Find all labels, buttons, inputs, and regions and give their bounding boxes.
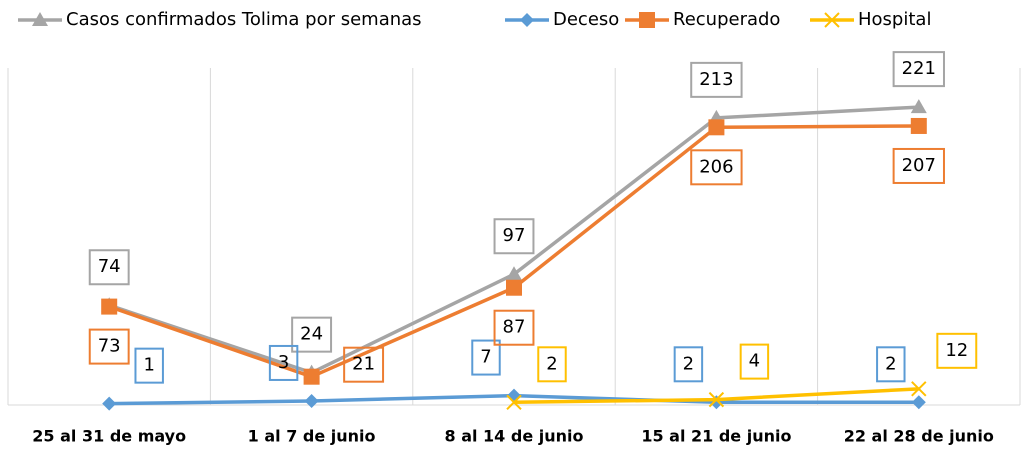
data-label: 2: [885, 353, 896, 374]
point-marker: [911, 381, 927, 397]
legend-label: Recuperado: [673, 9, 780, 30]
data-label-box: [690, 149, 743, 186]
legend-label: Casos confirmados Tolima por semanas: [66, 9, 422, 30]
point-marker: [303, 368, 320, 385]
data-label-box: [134, 347, 164, 384]
data-label: 207: [902, 155, 936, 176]
data-label: 74: [98, 256, 121, 277]
data-label-box: [936, 332, 978, 369]
legend-label: Deceso: [553, 9, 619, 30]
data-label-box: [343, 346, 385, 383]
point-marker: [910, 117, 927, 134]
data-label-box: [876, 346, 906, 383]
data-label: 4: [749, 351, 760, 372]
legend-marker: [32, 12, 48, 26]
data-label: 221: [902, 58, 936, 79]
point-marker: [708, 391, 725, 408]
data-label-box: [537, 346, 567, 383]
data-label-box: [471, 339, 501, 376]
legend-marker: [639, 12, 655, 28]
point-marker: [910, 99, 927, 114]
data-label: 213: [699, 69, 733, 90]
point-marker: [709, 395, 724, 410]
data-label-box: [892, 51, 945, 88]
data-label-box: [739, 343, 770, 380]
point-marker: [708, 119, 725, 136]
data-label: 97: [503, 225, 526, 246]
data-label-box: [493, 218, 535, 255]
point-marker: [911, 395, 926, 410]
point-marker: [101, 298, 118, 315]
data-label: 21: [352, 354, 375, 375]
data-label: 12: [945, 340, 968, 361]
data-label-box: [268, 344, 299, 381]
data-label: 2: [683, 353, 694, 374]
x-tick-label: 22 al 28 de junio: [844, 427, 994, 446]
point-marker: [507, 388, 521, 403]
legend-label: Hospital: [858, 9, 931, 30]
x-tick-label: 15 al 21 de junio: [641, 427, 791, 446]
point-marker: [506, 279, 522, 296]
legend-marker: [520, 13, 534, 27]
data-label: 73: [98, 336, 121, 357]
point-marker: [304, 393, 319, 408]
data-label: 1: [143, 355, 154, 376]
point-marker: [506, 266, 522, 281]
data-label-box: [291, 316, 333, 353]
point-marker: [102, 396, 117, 411]
point-marker: [506, 394, 522, 411]
data-label-box: [88, 328, 130, 365]
data-label: 24: [300, 324, 323, 345]
data-label: 206: [699, 156, 733, 177]
data-label: 2: [546, 353, 557, 374]
data-label-box: [88, 249, 130, 286]
data-label: 3: [278, 352, 289, 373]
data-label-box: [673, 346, 704, 383]
series-line: [108, 124, 919, 379]
legend-marker: [824, 12, 840, 28]
data-label: 7: [480, 347, 491, 368]
data-label-box: [892, 147, 945, 184]
x-tick-label: 8 al 14 de junio: [444, 427, 583, 446]
x-tick-label: 25 al 31 de mayo: [32, 427, 186, 446]
data-label-box: [493, 309, 535, 346]
data-label: 87: [503, 317, 526, 338]
data-label-box: [690, 61, 743, 98]
x-tick-label: 1 al 7 de junio: [248, 427, 376, 446]
